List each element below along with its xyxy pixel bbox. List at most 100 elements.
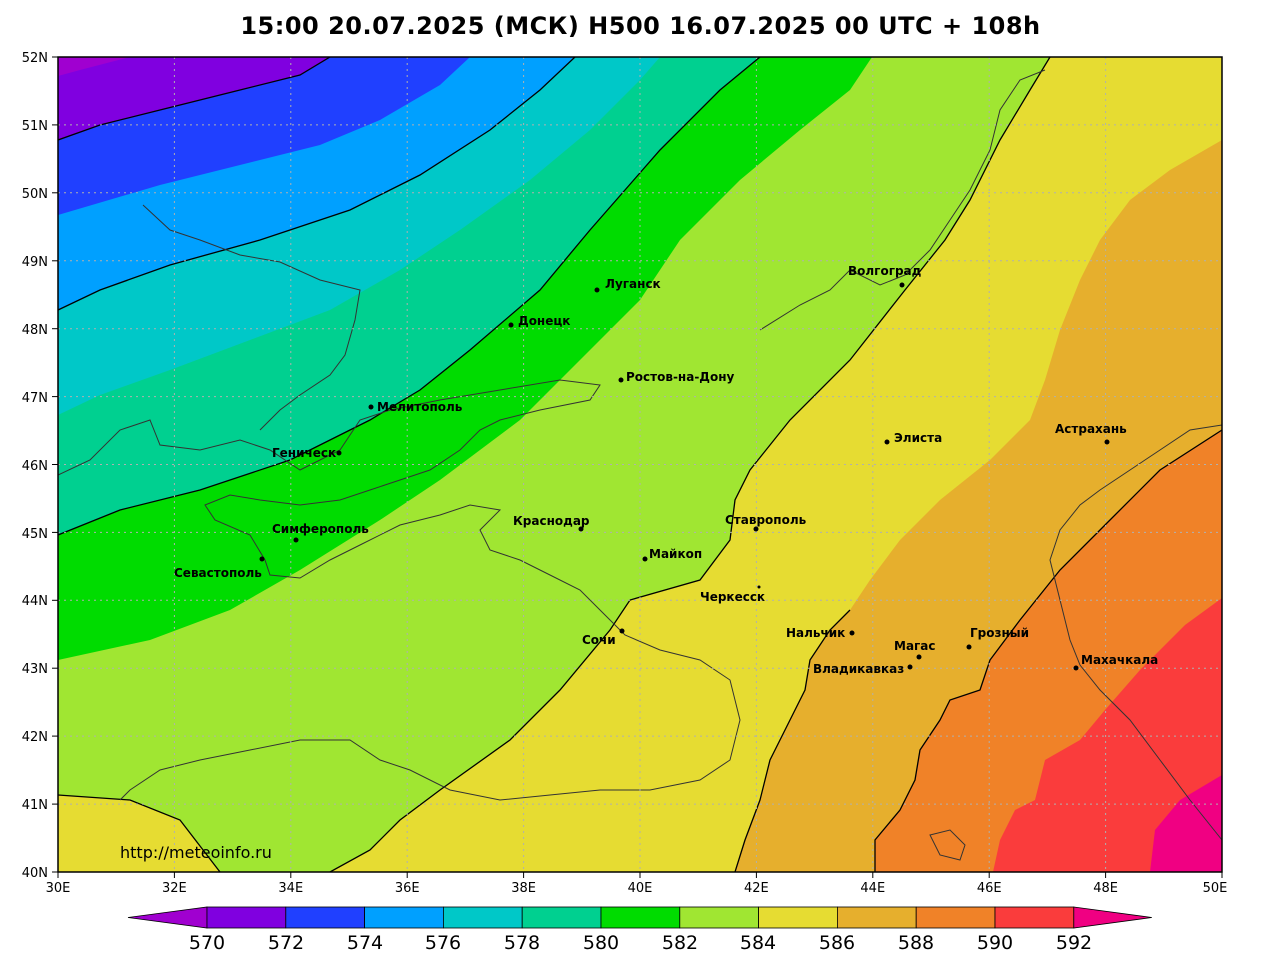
colorbar-swatch [758, 906, 838, 929]
city-astrakhan: Астрахань [1055, 422, 1127, 445]
band-570 [58, 57, 130, 76]
lat-label: 42N [22, 730, 48, 745]
gridlines [58, 57, 1222, 872]
lon-axis [57, 872, 1223, 878]
city-rostov: Ростов-на-Дону [618, 370, 735, 384]
city-label: Нальчик [786, 626, 845, 640]
colorbar-swatch [285, 906, 365, 929]
city-maykop: Майкоп [642, 547, 702, 562]
city-makhachkala: Махачкала [1073, 653, 1158, 671]
lon-label: 46E [977, 881, 1002, 896]
lat-label: 50N [22, 187, 48, 202]
colorbar-label: 582 [662, 932, 698, 954]
city-label: Донецк [518, 314, 570, 328]
city-label: Грозный [970, 626, 1029, 640]
height-field: Волгоград Луганск Донецк Ростов-на-Дону … [58, 57, 1222, 872]
lat-label: 51N [22, 119, 48, 134]
city-nalchik: Нальчик [786, 626, 855, 640]
city-label: Магас [894, 639, 936, 653]
lon-label: 34E [278, 881, 303, 896]
city-markers: Волгоград Луганск Донецк Ростов-на-Дону … [174, 264, 1158, 676]
city-volgograd: Волгоград [848, 264, 922, 288]
colorbar-label: 584 [740, 932, 776, 954]
coastlines [58, 69, 1222, 861]
colorbar-label: 588 [898, 932, 934, 954]
city-label: Ставрополь [725, 513, 807, 527]
colorbar-label: 570 [189, 932, 225, 954]
lat-label: 52N [22, 51, 48, 66]
city-sochi: Сочи [582, 628, 625, 647]
colorbar-label: 580 [583, 932, 619, 954]
colorbar-label: 576 [425, 932, 461, 954]
city-label: Геническ [272, 446, 336, 460]
lat-label: 45N [22, 527, 48, 542]
city-grozny: Грозный [966, 626, 1029, 650]
colorbar-arrow-low [127, 906, 208, 929]
city-label: Черкесск [700, 590, 765, 604]
colorbar-label: 592 [1056, 932, 1092, 954]
lat-label: 43N [22, 662, 48, 677]
map-title: 15:00 20.07.2025 (МСК) H500 16.07.2025 0… [240, 12, 1041, 40]
city-genichesk: Геническ [272, 446, 342, 460]
city-label: Махачкала [1081, 653, 1158, 667]
city-krasnodar: Краснодар [513, 514, 590, 532]
city-label: Владикавказ [813, 662, 904, 676]
lat-labels: 52N 51N 50N 49N 48N 47N 46N 45N 44N 43N … [22, 51, 48, 881]
city-label: Элиста [894, 431, 942, 445]
colorbar-labels: 570 572 574 576 578 580 582 584 586 588 … [189, 932, 1092, 954]
city-elista: Элиста [884, 431, 942, 445]
city-label: Севастополь [174, 566, 262, 580]
lon-label: 38E [511, 881, 536, 896]
lat-axis [52, 56, 58, 873]
colorbar-label: 590 [977, 932, 1013, 954]
colorbar-swatch [521, 906, 602, 929]
city-label: Мелитополь [377, 400, 463, 414]
city-magas: Магас [894, 639, 936, 660]
city-label: Краснодар [513, 514, 590, 528]
city-melitopol: Мелитополь [368, 400, 463, 414]
lon-label: 40E [628, 881, 653, 896]
city-cherkessk: Черкесск [700, 585, 765, 604]
city-label: Луганск [605, 277, 661, 291]
city-label: Ростов-на-Дону [626, 370, 735, 384]
colorbar-arrow-high [1073, 906, 1152, 929]
credit-url: http://meteoinfo.ru [120, 843, 272, 862]
city-donetsk: Донецк [508, 314, 570, 328]
lon-labels: 30E 32E 34E 36E 38E 40E 42E 44E 46E 48E … [46, 881, 1228, 896]
city-vladikavkaz: Владикавказ [813, 662, 913, 676]
city-label: Волгоград [848, 264, 922, 278]
colorbar-swatch [206, 906, 287, 929]
lat-label: 41N [22, 798, 48, 813]
lon-label: 36E [395, 881, 420, 896]
colorbar-label: 578 [504, 932, 540, 954]
band-572 [58, 57, 330, 140]
colorbar-swatch [837, 906, 917, 929]
lon-label: 50E [1203, 881, 1228, 896]
city-lugansk: Луганск [594, 277, 661, 293]
colorbar-label: 586 [819, 932, 855, 954]
city-label: Симферополь [272, 522, 369, 536]
colorbar-label: 574 [347, 932, 383, 954]
lon-label: 48E [1093, 881, 1118, 896]
city-stavropol: Ставрополь [725, 513, 807, 532]
lon-label: 32E [162, 881, 187, 896]
lat-label: 44N [22, 594, 48, 609]
lat-label: 49N [22, 255, 48, 270]
colorbar-swatch [915, 906, 996, 929]
lon-label: 42E [744, 881, 769, 896]
lon-label: 30E [46, 881, 71, 896]
city-label: Майкоп [649, 547, 702, 561]
contour-lines [58, 57, 1222, 872]
city-sevastopol: Севастополь [174, 556, 265, 580]
lon-label: 44E [860, 881, 885, 896]
colorbar-swatch [364, 906, 444, 929]
colorbar-swatch [600, 906, 681, 929]
colorbar-swatch [994, 906, 1075, 929]
lat-label: 48N [22, 323, 48, 338]
lat-label: 46N [22, 459, 48, 474]
city-label: Астрахань [1055, 422, 1127, 436]
band-592 [993, 598, 1222, 872]
lat-label: 40N [22, 866, 48, 881]
city-simferopol: Симферополь [272, 522, 369, 543]
colorbar-swatch [442, 906, 523, 929]
